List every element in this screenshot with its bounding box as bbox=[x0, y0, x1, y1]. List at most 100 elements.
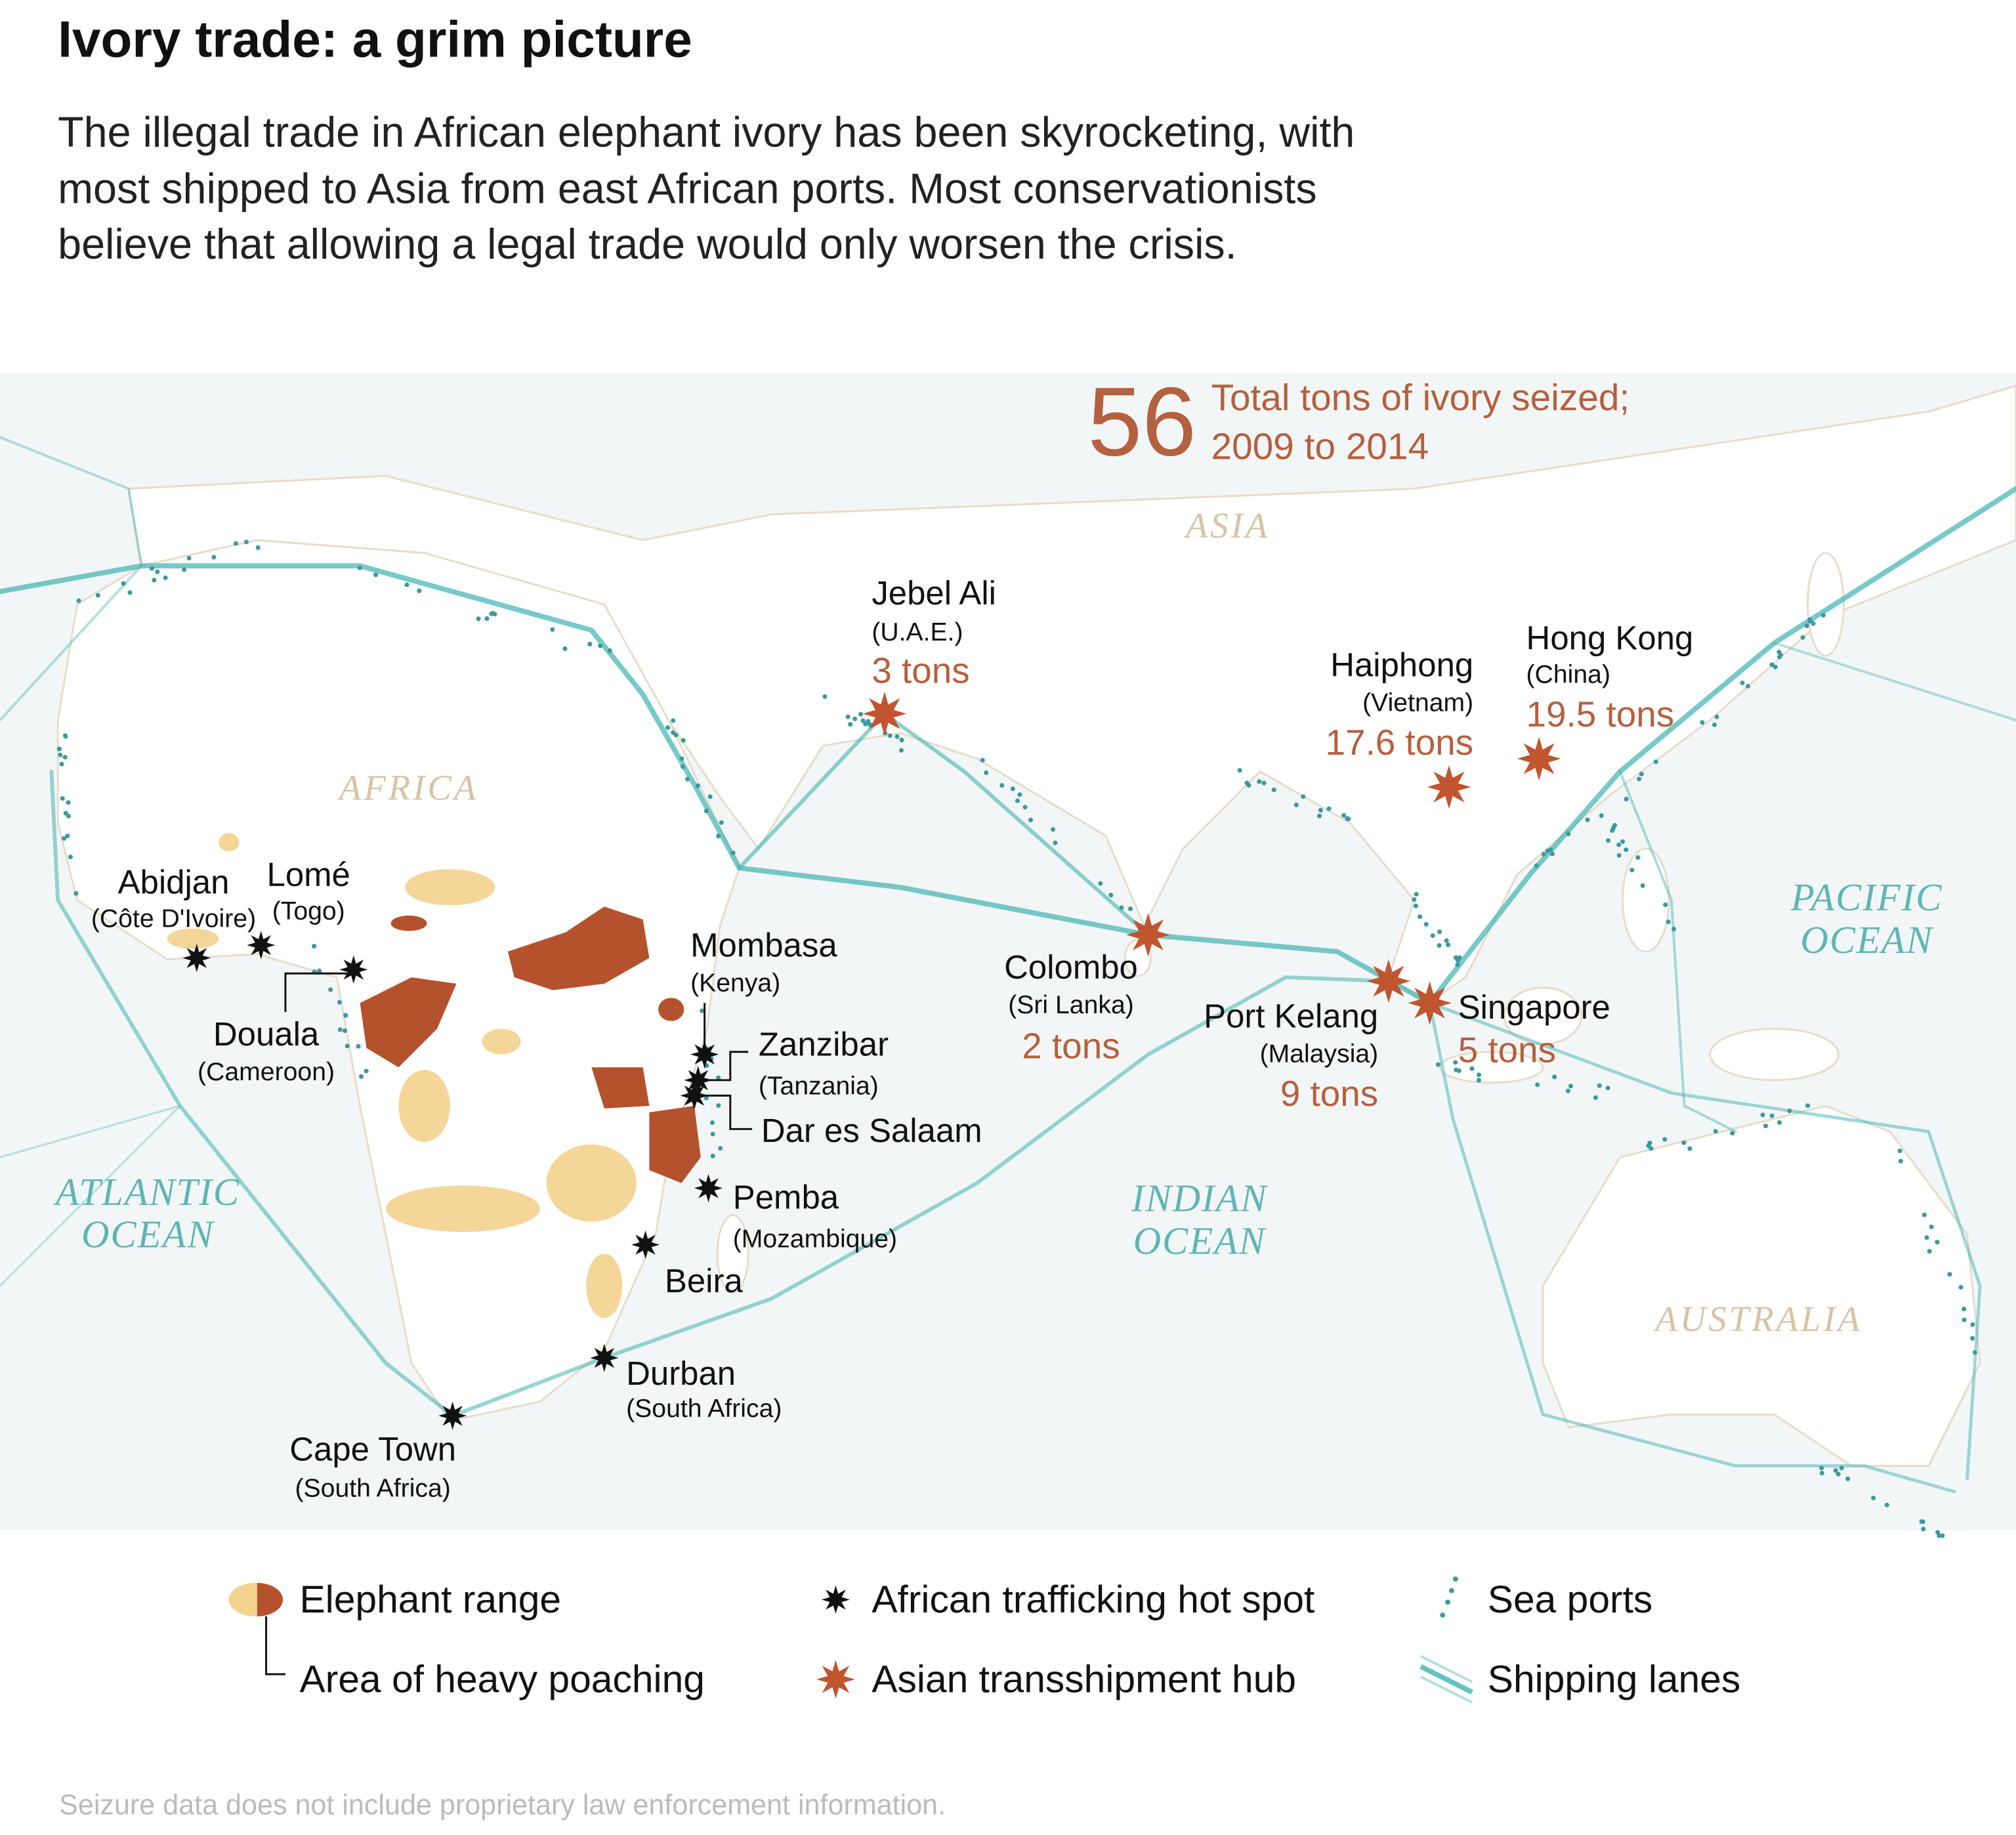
hub-marker bbox=[862, 692, 907, 736]
hotspot-country: (Tanzania) bbox=[759, 1072, 879, 1100]
hub-seized: 9 tons bbox=[1280, 1073, 1378, 1114]
range-patch bbox=[398, 1070, 450, 1142]
sea-port bbox=[1246, 783, 1251, 788]
sea-port bbox=[1552, 1074, 1557, 1080]
sea-port bbox=[1730, 1131, 1735, 1136]
sea-port bbox=[1819, 1466, 1824, 1471]
sea-port bbox=[1098, 881, 1103, 886]
hotspot-name: Cape Town bbox=[289, 1431, 456, 1468]
hub-country: (U.A.E.) bbox=[872, 618, 963, 646]
sea-port bbox=[587, 641, 593, 646]
sea-port bbox=[1616, 842, 1622, 847]
sea-port bbox=[342, 1028, 347, 1034]
sea-port bbox=[233, 541, 238, 546]
sea-port bbox=[1108, 893, 1114, 898]
ocean-label: INDIAN bbox=[1131, 1177, 1268, 1220]
sea-port bbox=[1804, 623, 1809, 629]
sea-port bbox=[1640, 883, 1645, 889]
sea-port bbox=[1541, 851, 1547, 857]
sea-port bbox=[1017, 792, 1022, 797]
hub-seized: 2 tons bbox=[1022, 1026, 1120, 1066]
sea-port bbox=[1535, 1082, 1540, 1087]
subtitle-line: The illegal trade in African elephant iv… bbox=[58, 108, 1354, 156]
hotspot-marker bbox=[182, 944, 211, 973]
hub-name: Jebel Ali bbox=[872, 574, 996, 612]
sea-port bbox=[155, 569, 160, 574]
sea-port bbox=[1776, 654, 1782, 660]
hubs: Jebel Ali (U.A.E.) 3 tons Haiphong (Vietnam)… bbox=[862, 574, 1693, 1114]
sea-port bbox=[1666, 919, 1671, 925]
sea-port bbox=[1317, 813, 1322, 818]
sea-port bbox=[343, 1013, 348, 1018]
sea-port bbox=[1929, 1224, 1934, 1229]
region-label: AFRICA bbox=[337, 768, 478, 808]
hub-country: (Vietnam) bbox=[1362, 689, 1473, 717]
sea-port bbox=[1271, 787, 1276, 793]
sea-port bbox=[364, 1068, 369, 1074]
sea-port bbox=[1624, 847, 1629, 853]
legend-hub bbox=[816, 1660, 855, 1699]
heavy-poaching bbox=[360, 906, 701, 1183]
sea-port bbox=[1453, 955, 1459, 960]
sea-port bbox=[710, 1120, 715, 1126]
sea-port bbox=[1639, 771, 1644, 776]
hotspot-country: (Mozambique) bbox=[733, 1225, 897, 1254]
sea-port bbox=[1947, 1272, 1952, 1277]
sea-port bbox=[1714, 714, 1719, 719]
hub-marker bbox=[1408, 981, 1452, 1025]
sea-port bbox=[710, 1153, 715, 1158]
sea-port bbox=[704, 1095, 709, 1101]
hotspot-marker bbox=[680, 1081, 709, 1110]
subtitle-line: most shipped to Asia from east African p… bbox=[58, 165, 1317, 213]
sea-port bbox=[211, 555, 217, 560]
sea-port bbox=[76, 598, 81, 603]
hub-name: Port Kelang bbox=[1204, 998, 1378, 1035]
legend-lane bbox=[1420, 1676, 1473, 1704]
island bbox=[1709, 1027, 1840, 1082]
hotspot-marker bbox=[590, 1343, 619, 1372]
sea-port bbox=[58, 752, 63, 757]
sea-port bbox=[1919, 1519, 1924, 1525]
sea-port bbox=[1453, 1060, 1458, 1065]
sea-port bbox=[1807, 617, 1813, 622]
sea-port bbox=[1958, 1284, 1964, 1290]
hub-seized: 5 tons bbox=[1458, 1029, 1556, 1070]
sea-port bbox=[404, 582, 410, 587]
legend-poaching bbox=[257, 1582, 284, 1616]
sea-port bbox=[852, 716, 858, 721]
sea-port bbox=[65, 833, 70, 839]
sea-port bbox=[1015, 798, 1020, 803]
hub-seized: 17.6 tons bbox=[1326, 722, 1474, 763]
sea-port bbox=[1318, 807, 1324, 813]
sea-port bbox=[607, 648, 612, 653]
hotspot-name: Zanzibar bbox=[759, 1026, 889, 1063]
sea-port bbox=[1624, 797, 1629, 802]
hotspot-marker bbox=[438, 1401, 467, 1430]
sea-port bbox=[665, 725, 671, 730]
sea-port bbox=[980, 757, 985, 763]
sea-port bbox=[704, 809, 709, 814]
legend-lanes bbox=[1419, 1655, 1474, 1704]
sea-port bbox=[1534, 863, 1539, 868]
sea-port bbox=[1897, 1149, 1902, 1154]
sea-port bbox=[707, 794, 713, 799]
island bbox=[1438, 1051, 1544, 1084]
sea-port bbox=[1776, 650, 1782, 655]
sea-port bbox=[1476, 1078, 1481, 1083]
sea-port bbox=[1412, 897, 1417, 902]
sea-port bbox=[860, 718, 866, 723]
sea-port bbox=[1871, 1495, 1876, 1501]
sea-port bbox=[328, 987, 333, 992]
sea-port bbox=[700, 1008, 705, 1013]
sea-port bbox=[1663, 902, 1668, 908]
lane bbox=[0, 1105, 181, 1287]
legend-label: African trafficking hot spot bbox=[872, 1578, 1314, 1621]
hotspot-name: Pemba bbox=[733, 1179, 839, 1216]
hub-seized: 3 tons bbox=[872, 650, 969, 690]
sea-port bbox=[1671, 926, 1677, 932]
sea-port bbox=[1800, 635, 1805, 640]
sea-port bbox=[1969, 1336, 1975, 1341]
sea-port bbox=[60, 796, 65, 801]
sea-port bbox=[1257, 779, 1262, 784]
sea-port bbox=[1469, 1066, 1475, 1071]
